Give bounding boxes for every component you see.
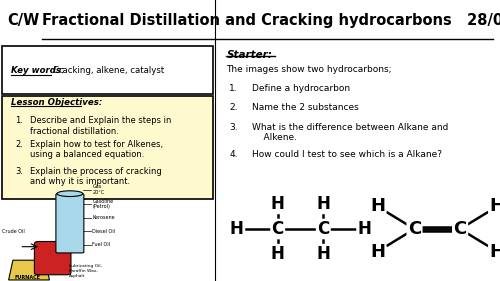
FancyBboxPatch shape [34,241,71,275]
Text: Fractional Distillation and Cracking hydrocarbons   28/09/2022: Fractional Distillation and Cracking hyd… [42,13,500,28]
Text: The images show two hydrocarbons;: The images show two hydrocarbons; [226,65,392,74]
Text: What is the difference between Alkane and
    Alkene.: What is the difference between Alkane an… [252,123,448,142]
Text: FURNACE: FURNACE [15,275,41,280]
Text: H: H [490,198,500,216]
Text: Key words:: Key words: [11,65,67,74]
FancyBboxPatch shape [56,194,84,253]
Text: C: C [408,220,421,238]
Ellipse shape [57,191,83,196]
Text: 3.: 3. [229,123,238,132]
Text: Lubricating Oil,
Paraffin Wax,
Asphalt: Lubricating Oil, Paraffin Wax, Asphalt [69,264,102,278]
Text: Explain how to test for Alkenes,
using a balanced equation.: Explain how to test for Alkenes, using a… [30,140,163,159]
Text: H: H [271,245,284,263]
Text: H: H [316,195,330,213]
Text: 2.: 2. [15,140,23,149]
Text: Fuel Oil: Fuel Oil [92,242,110,247]
Text: 1.: 1. [229,84,238,93]
Text: H: H [358,220,372,238]
Text: 2.: 2. [229,103,238,112]
Text: How could I test to see which is a Alkane?: How could I test to see which is a Alkan… [252,150,442,159]
Text: Gas
20°C: Gas 20°C [92,184,104,195]
Text: Crude Oil: Crude Oil [2,229,25,234]
Text: H: H [490,243,500,260]
Text: C: C [272,220,284,238]
Text: H: H [370,198,385,216]
Text: 1.: 1. [15,116,23,125]
Text: Cracking, alkene, catalyst: Cracking, alkene, catalyst [52,65,164,74]
Text: Define a hydrocarbon: Define a hydrocarbon [252,84,350,93]
Text: Gasoline
(Petrol): Gasoline (Petrol) [92,199,114,209]
Text: C/W: C/W [8,13,40,28]
Text: Kerosene: Kerosene [92,215,115,220]
Text: C: C [454,220,466,238]
Text: H: H [271,195,284,213]
FancyBboxPatch shape [2,96,213,199]
Text: H: H [316,245,330,263]
Text: Describe and Explain the steps in
fractional distillation.: Describe and Explain the steps in fracti… [30,116,172,136]
Text: Diesel Oil: Diesel Oil [92,229,116,234]
Text: Starter:: Starter: [226,50,272,60]
Text: 3.: 3. [15,167,23,176]
FancyBboxPatch shape [2,46,213,94]
Polygon shape [8,260,50,280]
Text: H: H [230,220,243,238]
Text: C: C [317,220,330,238]
Text: Explain the process of cracking
and why it is important.: Explain the process of cracking and why … [30,167,162,186]
Text: H: H [370,243,385,260]
Text: Name the 2 substances: Name the 2 substances [252,103,359,112]
Text: 4.: 4. [229,150,238,159]
Text: Lesson Objectives:: Lesson Objectives: [11,98,102,106]
